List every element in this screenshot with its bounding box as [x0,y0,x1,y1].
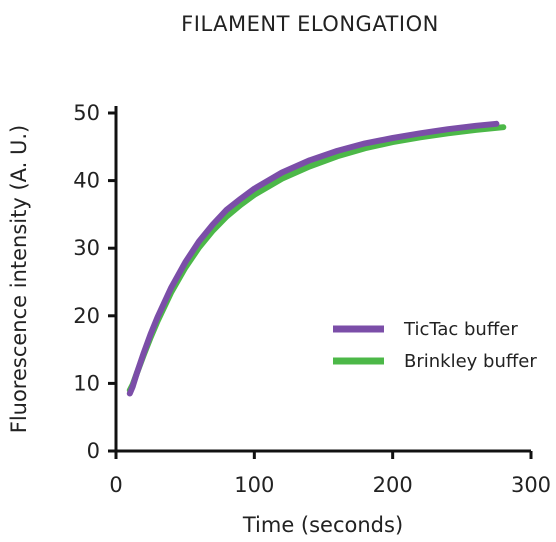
y-ticks: 0 10 20 30 40 50 [73,101,116,463]
x-axis-label: Time (seconds) [242,513,403,537]
y-tick-label: 0 [87,439,100,463]
chart-title: FILAMENT ELONGATION [181,12,439,36]
x-tick-label: 200 [373,473,413,497]
y-tick-label: 50 [73,101,100,125]
series-line-0 [126,120,500,397]
series-layer [126,120,507,397]
x-tick-label: 100 [234,473,274,497]
x-tick-label: 0 [109,473,122,497]
y-tick-label: 40 [73,169,100,193]
legend: TicTac buffer Brinkley buffer [333,319,537,372]
x-tick-label: 300 [511,473,551,497]
y-tick-label: 10 [73,371,100,395]
legend-label: TicTac buffer [403,319,518,340]
y-axis-label: Fluorescence intensity (A. U.) [7,125,31,434]
legend-label: Brinkley buffer [404,351,537,372]
x-ticks: 0 100 200 300 [109,451,551,497]
plot-area: 0 100 200 300 0 10 20 30 40 50 [73,101,551,497]
y-tick-label: 30 [73,236,100,260]
y-tick-label: 20 [73,304,100,328]
